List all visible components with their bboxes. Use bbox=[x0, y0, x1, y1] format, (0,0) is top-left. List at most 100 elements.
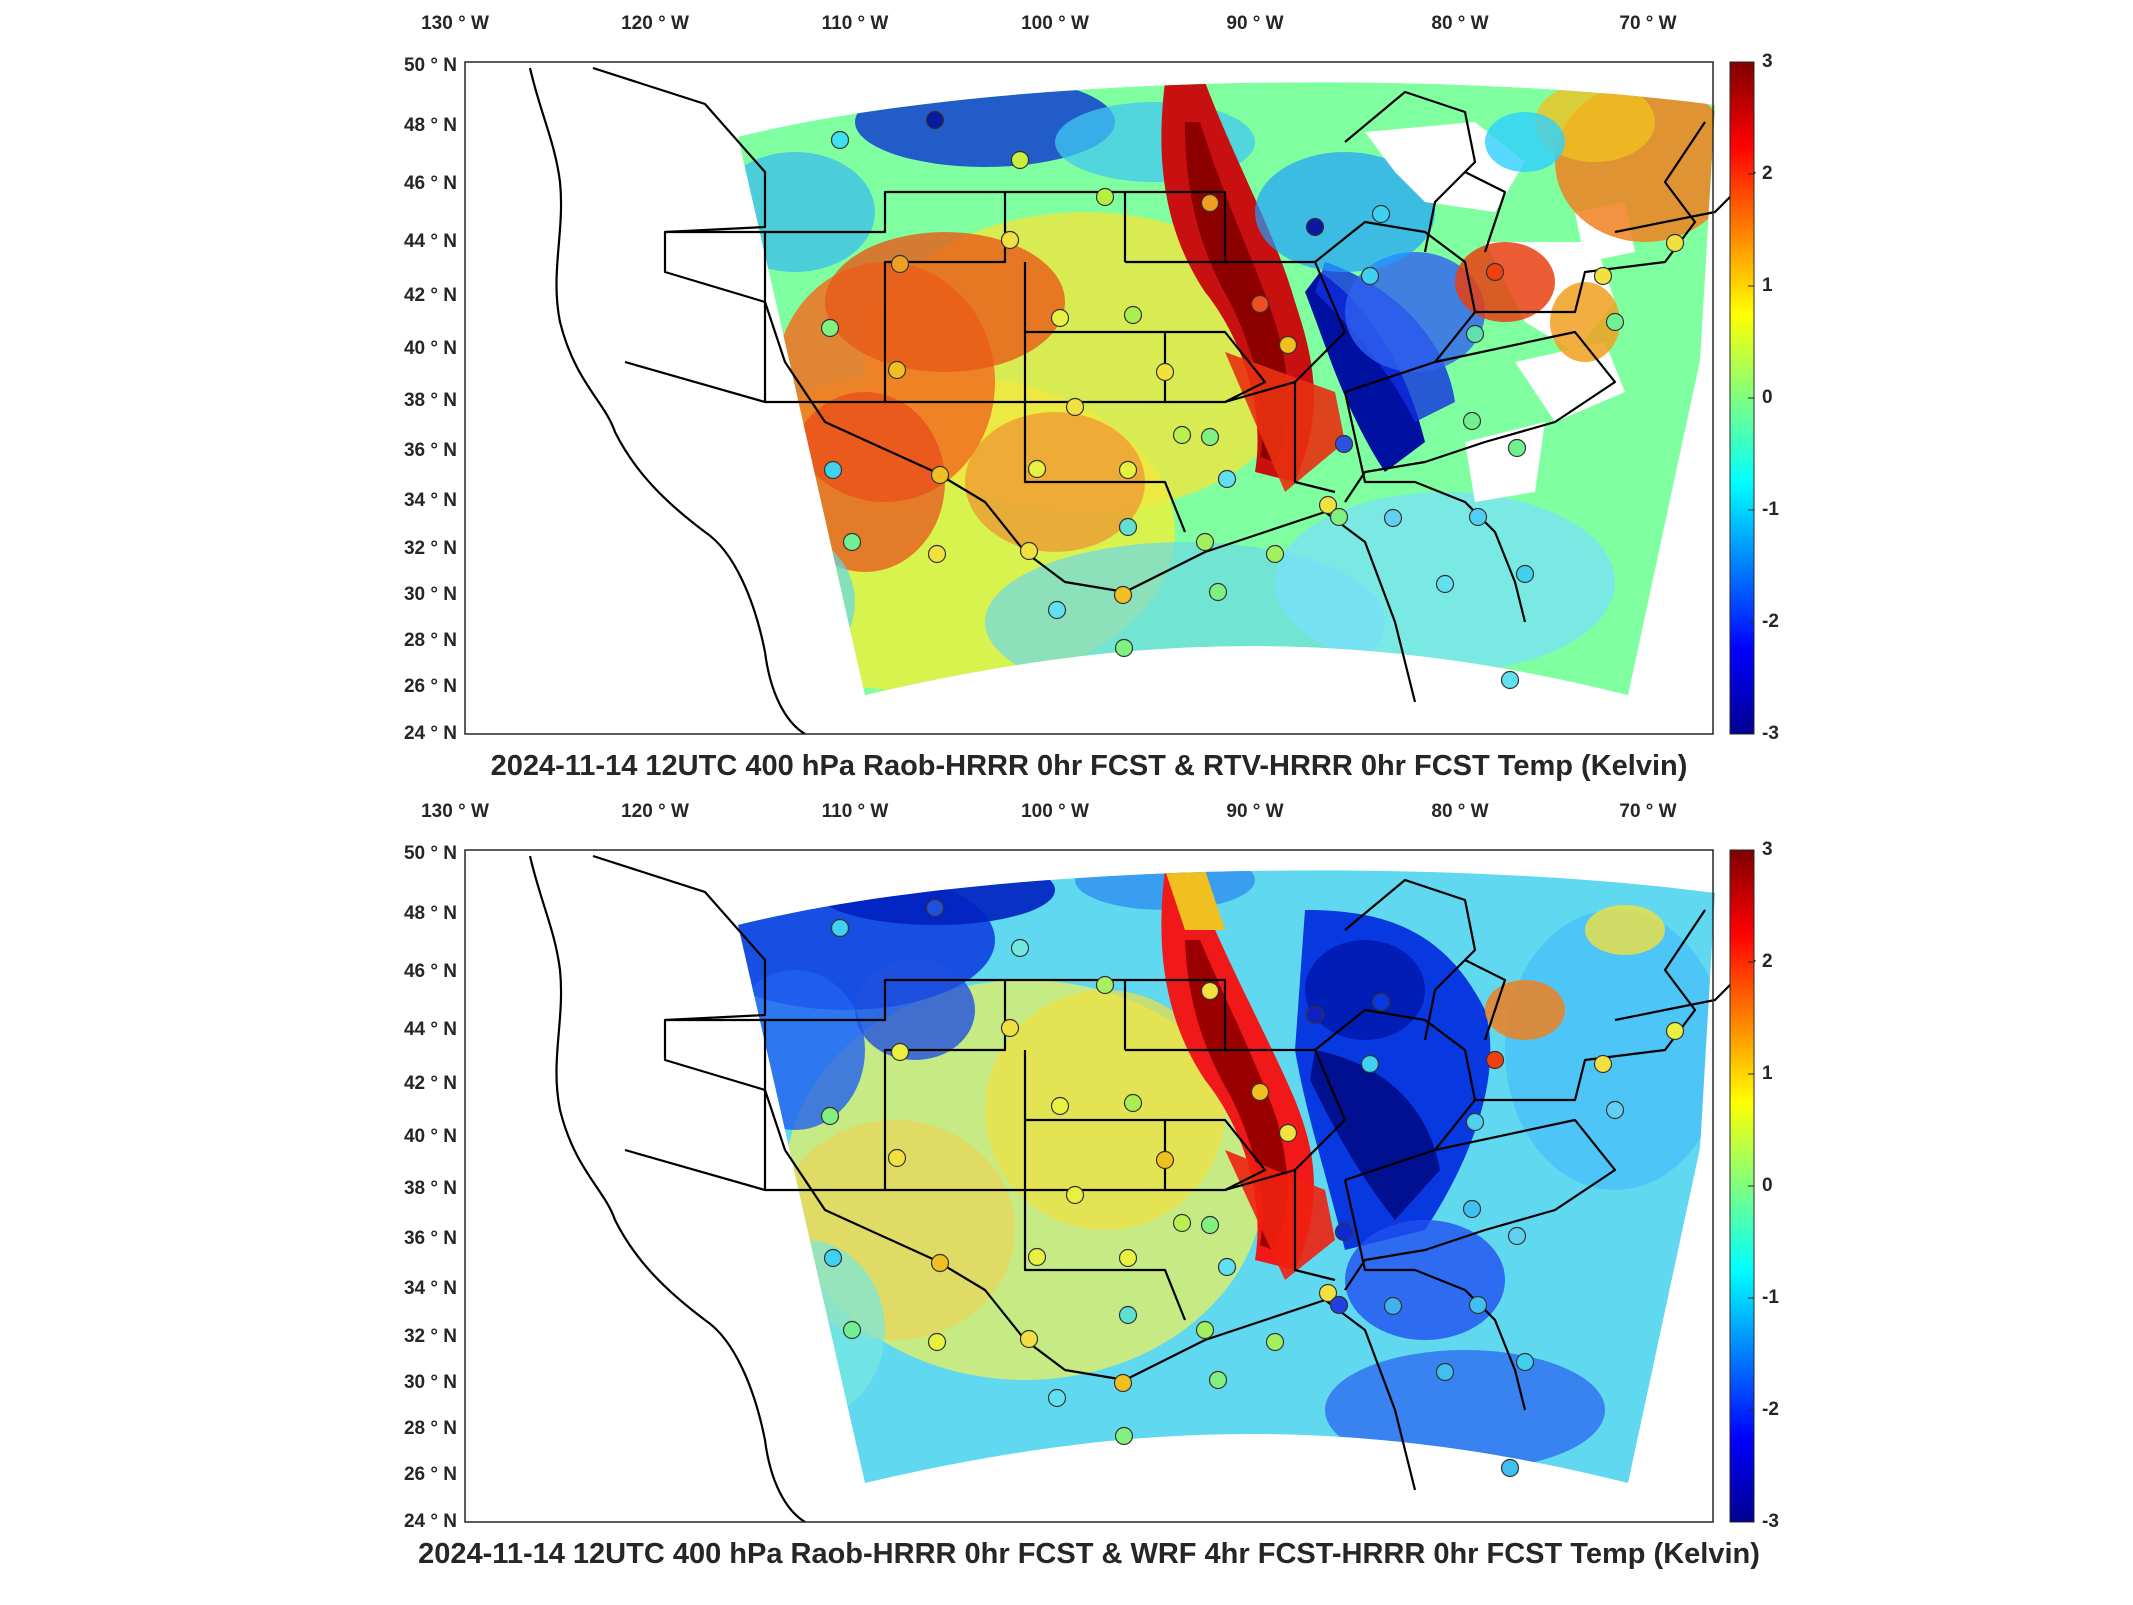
raob-station-marker bbox=[1507, 1226, 1527, 1246]
latitude-label: 38 ° N bbox=[404, 1178, 457, 1199]
colorbar-tick-label: -1 bbox=[1762, 1287, 1779, 1308]
raob-station-marker bbox=[1195, 1320, 1215, 1340]
raob-station-marker bbox=[1334, 1222, 1354, 1242]
raob-station-marker bbox=[1360, 1054, 1380, 1074]
colorbar-tick-labels: 3 2 1 0 -1 -2 -3 bbox=[1748, 51, 1779, 744]
raob-station-marker bbox=[927, 544, 947, 564]
raob-station-marker bbox=[1465, 1112, 1485, 1132]
longitude-labels-top: 130 ° W 120 ° W 110 ° W 100 ° W 90 ° W 80 ° W… bbox=[421, 13, 1677, 34]
raob-station-marker bbox=[1665, 1021, 1685, 1041]
raob-station-marker bbox=[1329, 1295, 1349, 1315]
raob-station-marker bbox=[1665, 233, 1685, 253]
colorbar-tick-labels: 3 2 1 0 -1 -2 -3 bbox=[1748, 839, 1779, 1532]
raob-station-marker bbox=[823, 1248, 843, 1268]
raob-station-marker bbox=[1113, 585, 1133, 605]
raob-station-marker bbox=[1462, 411, 1482, 431]
latitude-label: 24 ° N bbox=[404, 723, 457, 744]
raob-station-marker bbox=[1010, 938, 1030, 958]
map-panel-top: 50 ° N 48 ° N 46 ° N 44 ° N 42 ° N 40 ° N 38 °… bbox=[404, 13, 1779, 782]
raob-station-marker bbox=[1500, 670, 1520, 690]
raob-station-marker bbox=[1515, 564, 1535, 584]
latitude-label: 36 ° N bbox=[404, 1228, 457, 1249]
latitude-labels-top: 50 ° N 48 ° N 46 ° N 44 ° N 42 ° N 40 ° N 38 °… bbox=[404, 55, 457, 744]
raob-station-marker bbox=[1462, 1199, 1482, 1219]
latitude-label: 42 ° N bbox=[404, 1073, 457, 1094]
raob-station-marker bbox=[1217, 1257, 1237, 1277]
raob-station-marker bbox=[1050, 1096, 1070, 1116]
latitude-label: 30 ° N bbox=[404, 1372, 457, 1393]
raob-station-marker bbox=[1027, 1247, 1047, 1267]
raob-station-marker bbox=[1118, 517, 1138, 537]
latitude-label: 24 ° N bbox=[404, 1511, 457, 1532]
raob-station-marker bbox=[1010, 150, 1030, 170]
longitude-label: 120 ° W bbox=[621, 801, 689, 822]
longitude-label: 80 ° W bbox=[1431, 801, 1488, 822]
map-panel-bottom: 50 ° N 48 ° N 46 ° N 44 ° N 42 ° N 40 ° N 38 °… bbox=[404, 801, 1779, 1570]
latitude-label: 40 ° N bbox=[404, 338, 457, 359]
raob-station-marker bbox=[1371, 992, 1391, 1012]
latitude-label: 38 ° N bbox=[404, 390, 457, 411]
panel-title: 2024-11-14 12UTC 400 hPa Raob-HRRR 0hr F… bbox=[491, 750, 1688, 782]
colorbar-tick-label: 0 bbox=[1762, 1175, 1773, 1196]
latitude-label: 36 ° N bbox=[404, 440, 457, 461]
raob-station-marker bbox=[930, 1253, 950, 1273]
raob-station-marker bbox=[1065, 1185, 1085, 1205]
latitude-label: 26 ° N bbox=[404, 676, 457, 697]
longitude-label: 110 ° W bbox=[822, 801, 889, 822]
raob-station-marker bbox=[1507, 438, 1527, 458]
colorbar-tick-label: -3 bbox=[1762, 723, 1779, 744]
raob-station-marker bbox=[1217, 469, 1237, 489]
raob-station-marker bbox=[1605, 1100, 1625, 1120]
raob-station-marker bbox=[1208, 582, 1228, 602]
longitude-label: 110 ° W bbox=[822, 13, 889, 34]
raob-station-marker bbox=[1465, 324, 1485, 344]
colorbar-tick-label: 2 bbox=[1762, 951, 1773, 972]
raob-station-marker bbox=[1318, 1283, 1338, 1303]
colorbar-tick-label: -2 bbox=[1762, 1399, 1779, 1420]
raob-station-marker bbox=[1329, 507, 1349, 527]
longitude-label: 100 ° W bbox=[1021, 801, 1089, 822]
latitude-label: 44 ° N bbox=[404, 231, 457, 252]
raob-station-marker bbox=[1334, 434, 1354, 454]
colorbar-top: 3 2 1 0 -1 -2 -3 bbox=[1729, 51, 1779, 744]
latitude-label: 48 ° N bbox=[404, 903, 457, 924]
longitude-label: 130 ° W bbox=[421, 801, 489, 822]
raob-station-marker bbox=[1435, 574, 1455, 594]
map-axes-frame bbox=[464, 61, 1714, 735]
raob-station-marker bbox=[1118, 1248, 1138, 1268]
raob-station-marker bbox=[1435, 1362, 1455, 1382]
longitude-label: 70 ° W bbox=[1619, 13, 1676, 34]
raob-station-marker bbox=[820, 318, 840, 338]
raob-station-marker bbox=[925, 110, 945, 130]
raob-station-marker bbox=[1019, 1329, 1039, 1349]
latitude-label: 28 ° N bbox=[404, 1418, 457, 1439]
colorbar-tick-label: 0 bbox=[1762, 387, 1773, 408]
raob-station-marker bbox=[1605, 312, 1625, 332]
longitude-label: 120 ° W bbox=[621, 13, 689, 34]
raob-station-marker bbox=[1118, 460, 1138, 480]
raob-station-marker bbox=[823, 460, 843, 480]
raob-station-marker bbox=[1200, 193, 1220, 213]
raob-station-marker bbox=[1515, 1352, 1535, 1372]
raob-station-marker bbox=[1278, 335, 1298, 355]
latitude-label: 50 ° N bbox=[404, 55, 457, 76]
longitude-labels-bottom: 130 ° W 120 ° W 110 ° W 100 ° W 90 ° W 80 ° W… bbox=[421, 801, 1677, 822]
raob-station-marker bbox=[1318, 495, 1338, 515]
raob-station-marker bbox=[1485, 262, 1505, 282]
raob-station-marker bbox=[1208, 1370, 1228, 1390]
raob-station-marker bbox=[1305, 1005, 1325, 1025]
raob-station-marker bbox=[1383, 1296, 1403, 1316]
longitude-label: 80 ° W bbox=[1431, 13, 1488, 34]
colorbar-tick-label: 3 bbox=[1762, 51, 1773, 72]
raob-station-marker bbox=[1250, 1082, 1270, 1102]
longitude-label: 100 ° W bbox=[1021, 13, 1089, 34]
longitude-label: 90 ° W bbox=[1226, 801, 1283, 822]
longitude-label: 130 ° W bbox=[421, 13, 489, 34]
raob-station-marker bbox=[1095, 975, 1115, 995]
latitude-label: 34 ° N bbox=[404, 490, 457, 511]
latitude-label: 32 ° N bbox=[404, 1326, 457, 1347]
raob-station-marker bbox=[830, 918, 850, 938]
colorbar-tick-label: 1 bbox=[1762, 275, 1773, 296]
raob-station-marker bbox=[1047, 1388, 1067, 1408]
